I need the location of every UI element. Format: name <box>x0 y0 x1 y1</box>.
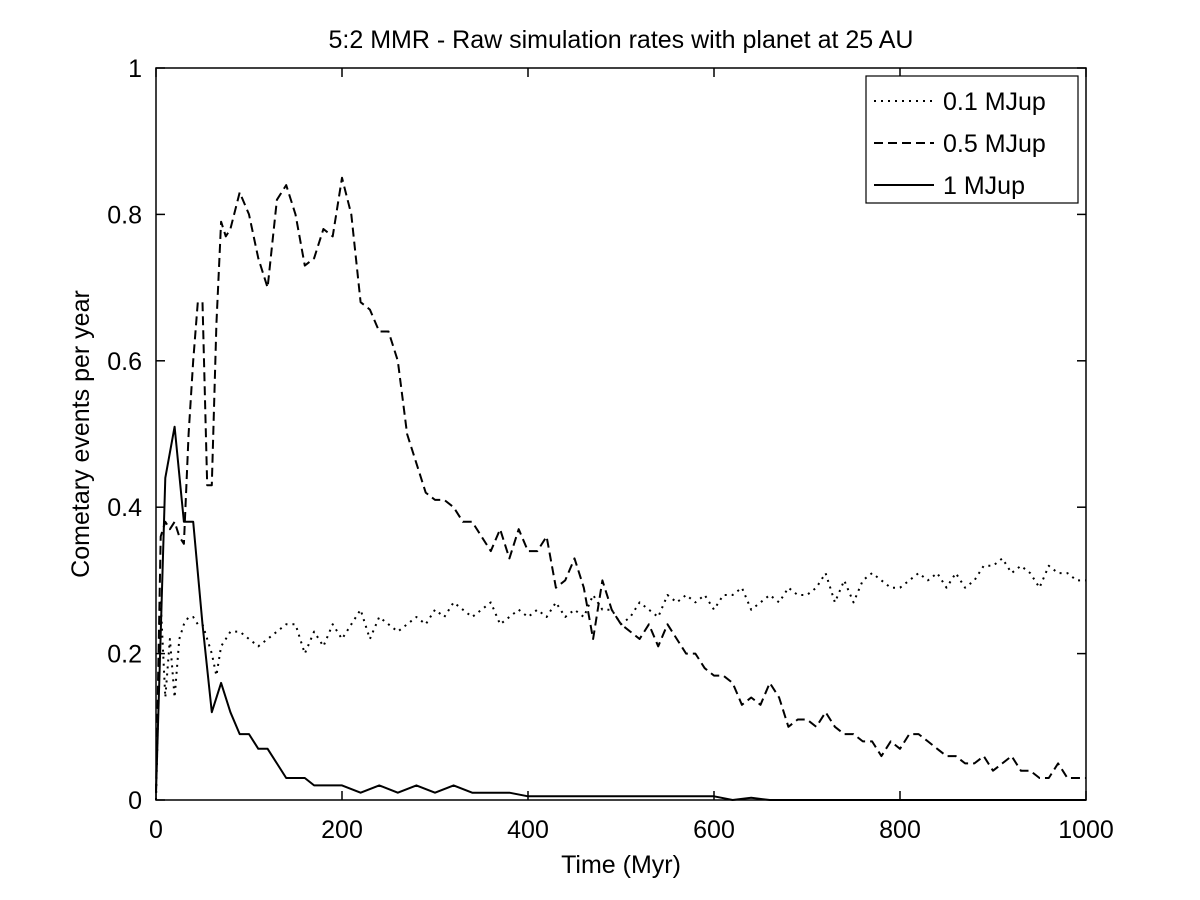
y-tick-label: 0.6 <box>107 348 142 376</box>
ticks-layer: 0 200 400 600 800 1000 0 0.2 0.4 0.6 0.8 1 <box>107 55 1114 844</box>
series-layer <box>155 176 1086 801</box>
legend-box <box>865 75 1079 204</box>
x-tick-label: 200 <box>321 816 363 844</box>
legend-label-0-1-mjup: 0.1 MJup <box>943 88 1046 116</box>
x-axis-label: Time (Myr) <box>561 851 681 879</box>
legend-label-0-5-mjup: 0.5 MJup <box>943 130 1046 158</box>
x-tick-label: 1000 <box>1058 816 1114 844</box>
series-line-0-5-mjup <box>155 176 1086 793</box>
legend: 0.1 MJup 0.5 MJup 1 MJup <box>865 75 1079 204</box>
y-tick-label: 0.4 <box>107 494 142 522</box>
plot-frame <box>155 67 1087 801</box>
y-tick-label: 0 <box>128 787 142 815</box>
x-tick-label: 800 <box>879 816 921 844</box>
y-axis-label: Cometary events per year <box>67 290 95 578</box>
y-tick-label: 1 <box>128 55 142 83</box>
x-tick-label: 600 <box>693 816 735 844</box>
series-line-1-mjup <box>155 425 1086 801</box>
y-tick-label: 0.2 <box>107 641 142 669</box>
legend-label-1-mjup: 1 MJup <box>943 172 1025 200</box>
chart-title: 5:2 MMR - Raw simulation rates with plan… <box>329 26 914 54</box>
y-tick-label: 0.8 <box>107 201 142 229</box>
x-tick-label: 0 <box>149 816 163 844</box>
x-tick-label: 400 <box>507 816 549 844</box>
